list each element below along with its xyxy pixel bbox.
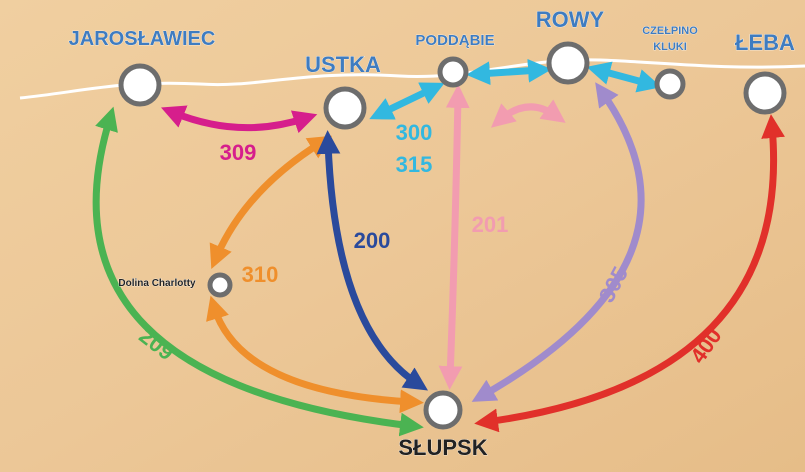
route-label: 200 [354,228,391,253]
route-arrow [478,70,540,74]
station-label: USTKA [305,52,381,77]
route-map: JAROSŁAWIEC USTKA PODDĄBIE ROWY CZEŁPINO KLUK… [0,0,805,472]
station-label: PODDĄBIE [415,32,494,49]
station-node [657,71,683,97]
station-node [326,89,364,127]
station-label: ŁEBA [735,30,795,55]
route-label: 300 [396,120,433,145]
route-label: 310 [242,262,279,287]
station-node [440,59,466,85]
station-label: KLUKI [653,41,687,53]
station-node [210,275,230,295]
station-label: ROWY [536,7,605,32]
station-label: Dolina Charlotty [118,278,196,289]
station-node [549,44,587,82]
route-label: 309 [220,140,257,165]
route-label: 315 [396,152,433,177]
station-node [426,393,460,427]
station-node [746,74,784,112]
station-node [121,66,159,104]
station-label: JAROSŁAWIEC [69,28,216,50]
station-label: SŁUPSK [398,435,487,460]
station-label: CZEŁPINO [642,25,698,37]
route-label: 201 [472,212,509,237]
